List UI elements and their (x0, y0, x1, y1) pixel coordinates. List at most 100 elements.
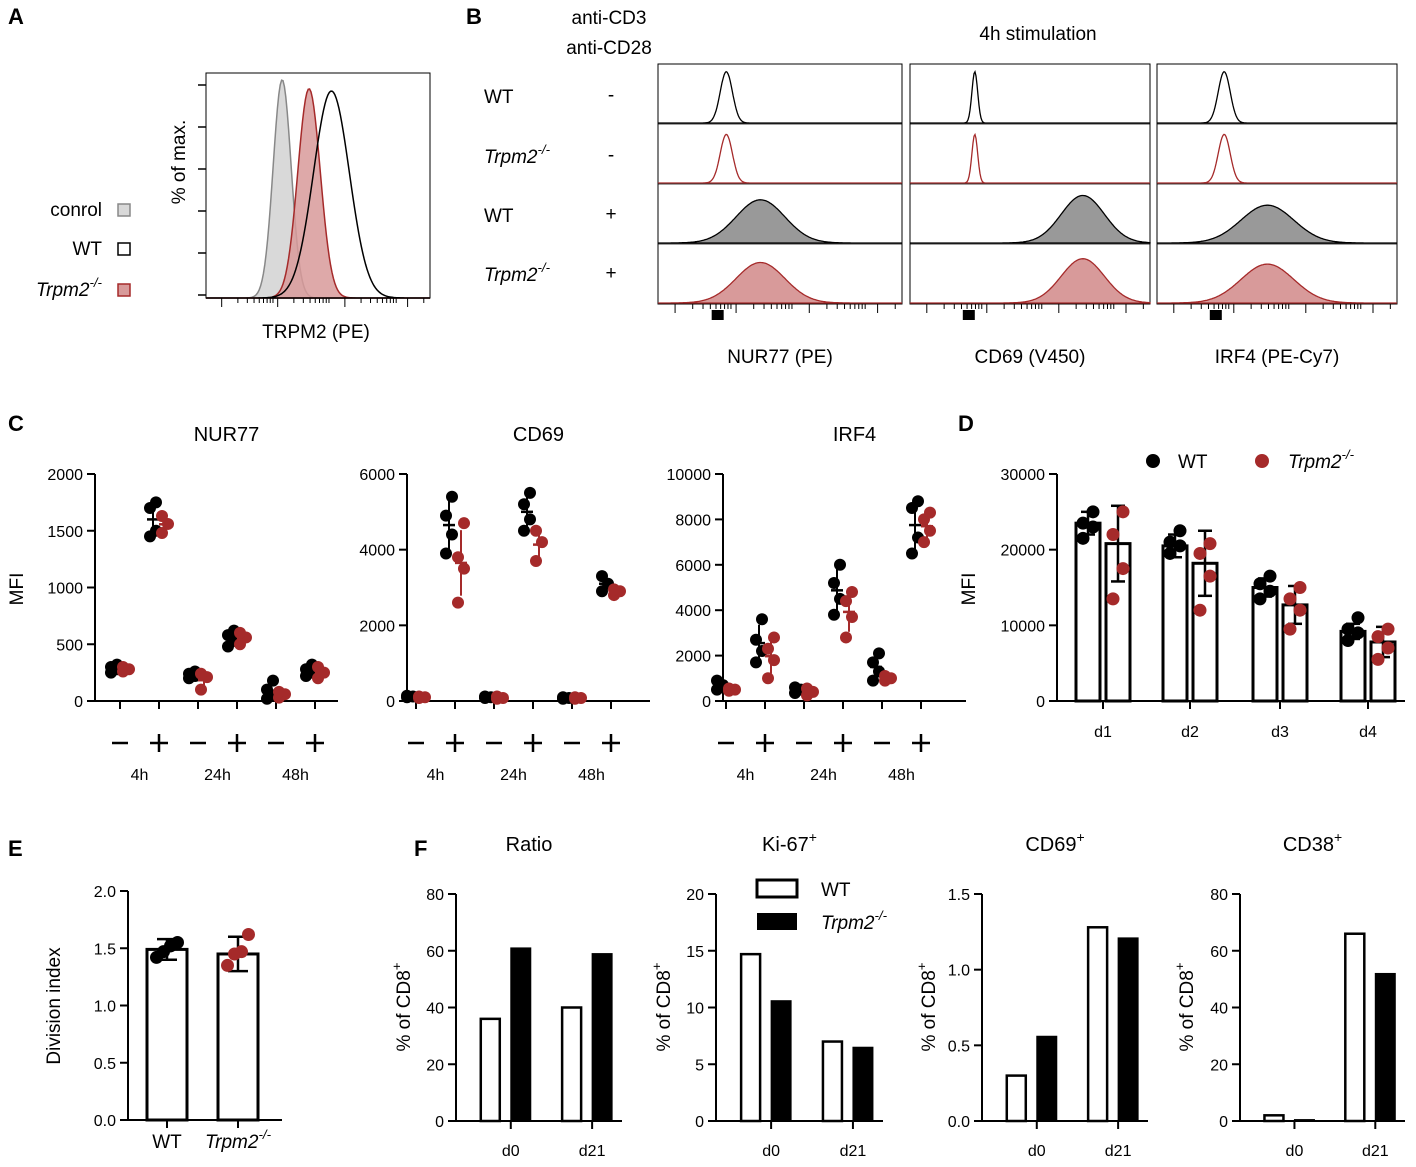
panel-e-bar-1 (216, 952, 260, 1122)
panel-d-point-ko-3-2 (1371, 630, 1385, 644)
panel-e-point-1-2 (235, 945, 248, 959)
panel-f-bar-wt-0-1 (560, 1006, 583, 1123)
panel-f-bar-wt-3-0 (1263, 1114, 1285, 1123)
panel-d-legend-dot-wt (1146, 454, 1160, 468)
panel-d-legend-label-1-sup: -/- (1341, 447, 1354, 462)
panel-c-ytick-label-2-5: 10000 (667, 467, 712, 484)
panel-d-point-ko-1-2 (1193, 546, 1207, 560)
panel-f-ytick-label-0-3: 60 (426, 944, 444, 961)
panel-d-ytick-label-3: 30000 (1001, 467, 1046, 484)
panel-b-gate-marker-0 (711, 310, 724, 320)
panel-b-hist-1-0 (910, 70, 1150, 124)
panel-c-time-label-1-1: 24h (500, 767, 527, 784)
panel-a-legend-label-0: conrol (50, 200, 102, 221)
panel-e-ytick-label-3: 1.5 (94, 941, 116, 958)
panel-f-ytick-label-1-1: 5 (695, 1057, 704, 1074)
panel-c-ytick-label-0-4: 2000 (47, 467, 83, 484)
panel-f-bar-ko-2-1 (1117, 937, 1139, 1122)
panel-f-ylabel-3: % of CD8+ (1172, 962, 1198, 1051)
panel-b-gate-marker-1 (962, 310, 975, 320)
panel-label-e: E (8, 836, 23, 861)
panel-c-point-ko-0-4-2 (273, 685, 285, 698)
panel-f-legend-swatch-wt (755, 878, 799, 899)
panel-c-time-label-0-2: 48h (282, 767, 309, 784)
panel-c-stim-mark-0-3 (228, 734, 246, 752)
panel-d-point-ko-3-0 (1371, 652, 1385, 666)
panel-f-ytick-label-1-4: 20 (686, 887, 704, 904)
panel-c-point-ko-1-5-2 (608, 583, 620, 596)
panel-f-bar-wt-2-1 (1086, 926, 1109, 1123)
panel-f-bar-ko-1-1 (852, 1046, 874, 1122)
panel-f-legend-label-0: WT (821, 880, 851, 901)
panel-d-point-wt-3-1 (1351, 626, 1365, 640)
panel-c-point-ko-1-3-0 (530, 555, 542, 568)
panel-c-point-ko-0-2-0 (195, 683, 207, 696)
panel-a-ylabel: % of max. (169, 120, 190, 204)
panel-f-legend-label-1: Trpm2-/- (821, 908, 888, 934)
panel-d-bar-wt-0 (1074, 521, 1102, 703)
panel-c-time-label-0-0: 4h (131, 767, 149, 784)
panel-d-point-ko-2-3 (1293, 581, 1307, 594)
panel-e-xtick-label-1: Trpm2-/- (205, 1127, 272, 1153)
panel-c-point-ko-2-1-3 (768, 631, 780, 644)
panel-f-bar-ko-0-1 (591, 953, 613, 1122)
panel-f-xtick-label-3-1: d21 (1362, 1143, 1389, 1160)
panel-d-point-ko-2-2 (1283, 592, 1297, 606)
panel-f-ytick-label-1-3: 15 (686, 944, 704, 961)
panel-c-point-wt-1-1-3 (446, 490, 458, 503)
panel-d-point-wt-0-0 (1076, 531, 1090, 545)
panel-c-point-wt-2-1-3 (756, 613, 768, 626)
panel-f-xtick-label-0-1: d21 (579, 1143, 606, 1160)
panel-c-time-label-1-2: 48h (578, 767, 605, 784)
panel-a-legend-label-0-main: conrol (50, 200, 102, 221)
panel-c-point-ko-2-3-0 (840, 631, 852, 644)
panel-e-ytick-label-2: 1.0 (94, 999, 116, 1016)
panel-f-title-3-sup: + (1334, 829, 1342, 845)
panel-d-point-wt-3-0 (1341, 633, 1355, 647)
panel-f-ylabel-3-main: % of CD8 (1177, 970, 1198, 1051)
panel-d-point-wt-0-1 (1086, 520, 1100, 534)
panel-c-stim-mark-1-5 (602, 734, 620, 752)
panel-d-point-wt-3-2 (1341, 622, 1355, 636)
panel-d-point-ko-0-1 (1116, 562, 1130, 576)
panel-e-point-1-3 (242, 928, 255, 942)
panel-f-xtick-label-0-0: d0 (502, 1143, 520, 1160)
panel-d-point-wt-2-0 (1253, 592, 1267, 606)
panel-d-ytick-label-1: 10000 (1001, 618, 1046, 635)
panel-f-title-0: Ratio (506, 834, 553, 856)
panel-f-xtick-label-2-0: d0 (1028, 1143, 1046, 1160)
panel-c-stim-mark-2-1 (756, 734, 774, 752)
panel-f-ylabel-2: % of CD8+ (914, 962, 940, 1051)
panel-c-point-wt-1-3-0 (518, 524, 530, 537)
panel-c-point-ko-0-3-2 (234, 626, 246, 639)
panel-c-point-ko-1-1-1 (458, 562, 470, 575)
panel-label-f: F (414, 836, 427, 861)
panel-b-gate-marker-2 (1209, 310, 1222, 320)
panel-b-row-label-1-sup: -/- (537, 142, 550, 157)
panel-b-hist-0-1 (658, 133, 902, 184)
panel-c-point-ko-1-3-1 (536, 536, 548, 549)
panel-c-ytick-label-2-2: 4000 (675, 603, 711, 620)
panel-b-xlabel-0: NUR77 (PE) (727, 347, 833, 368)
panel-a-hist-1 (206, 88, 430, 299)
panel-d-ytick-label-0: 0 (1036, 694, 1045, 711)
panel-b-hist-2-3 (1157, 263, 1397, 304)
panel-c-point-ko-2-4-2 (879, 670, 891, 683)
panel-c-point-wt-0-1-3 (150, 496, 162, 509)
panel-b-xlabel-2: IRF4 (PE-Cy7) (1215, 347, 1340, 368)
panel-a-hist-2 (206, 90, 430, 299)
panel-f-legend-label-0-main: WT (821, 880, 851, 901)
panel-c-point-ko-1-0-2 (413, 690, 425, 703)
panel-f-ytick-label-2-0: 0.0 (948, 1114, 970, 1131)
panel-c-point-wt-2-3-3 (834, 558, 846, 571)
panel-d-point-wt-0-3 (1086, 505, 1100, 519)
panel-f-legend-label-1-sup: -/- (874, 908, 887, 923)
panel-d-point-wt-1-3 (1173, 524, 1187, 538)
panel-e-ylabel: Division index (44, 947, 65, 1065)
panel-e-xtick-label-1-main: Trpm2 (205, 1132, 259, 1153)
panel-b-xlabel-1: CD69 (V450) (975, 347, 1086, 368)
panel-c-point-ko-2-3-3 (846, 586, 858, 599)
panel-c-ytick-label-2-4: 8000 (675, 512, 711, 529)
panel-d-point-ko-3-3 (1381, 622, 1395, 636)
panel-b-stim-header-0: anti-CD3 (572, 8, 647, 29)
